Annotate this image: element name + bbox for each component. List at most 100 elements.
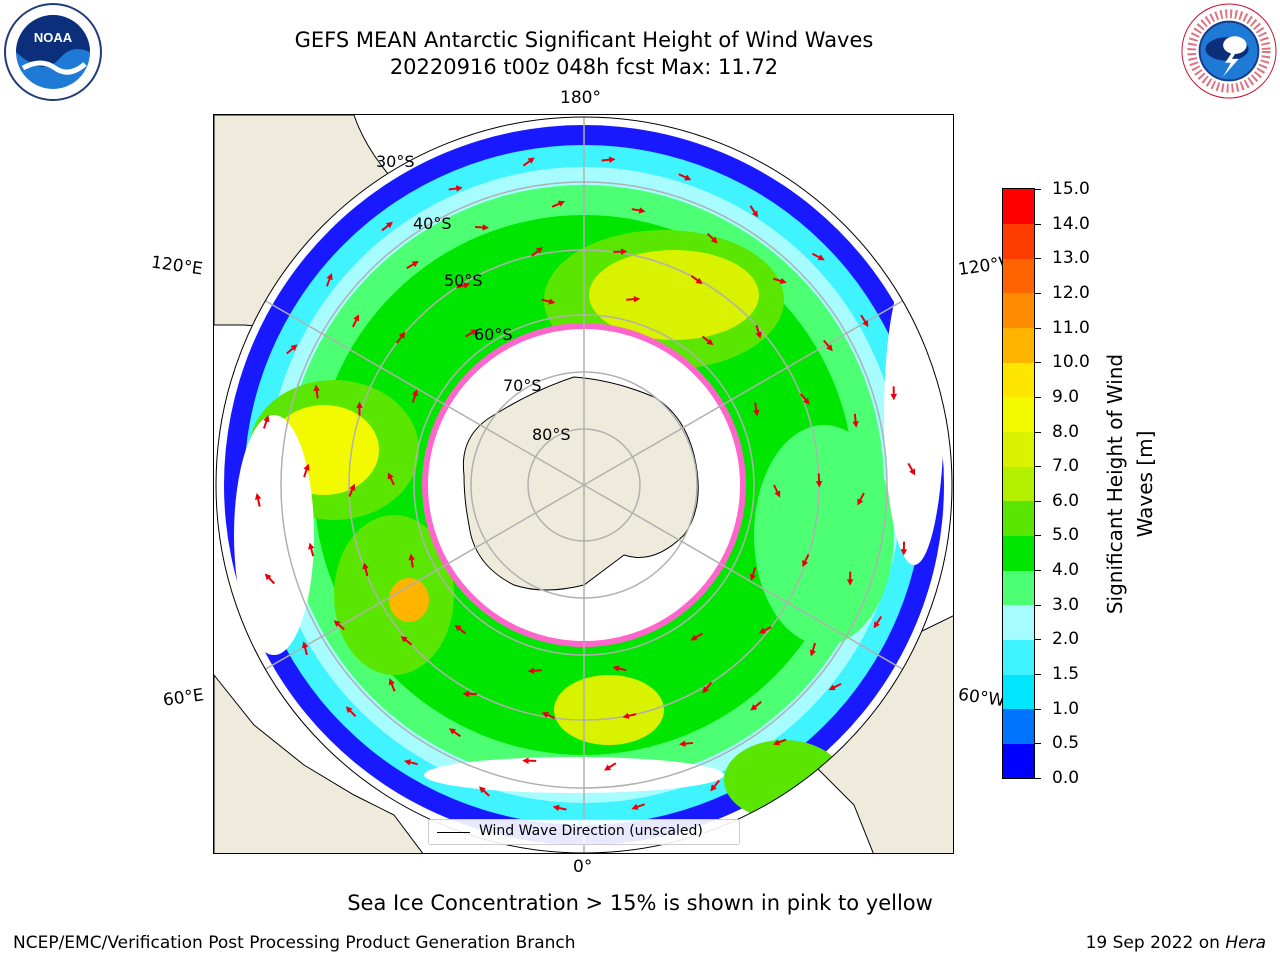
colorbar-tick-mark [1035,674,1041,676]
wind-arrow-head [690,634,698,641]
colorbar-label-line2: Waves [m] [1133,430,1157,538]
sea-ice-note: Sea Ice Concentration > 15% is shown in … [347,891,933,915]
map-panel [213,114,954,854]
wind-arrow-head [385,221,393,229]
wind-arrow-head [612,665,620,672]
colorbar-tick-label: 8.0 [1052,421,1080,442]
colorbar-segment [1003,674,1034,710]
footer-host: Hera [1225,933,1266,953]
wind-arrow-head [308,542,315,550]
wind-arrow-head [411,261,419,268]
chart-subtitle: 20220916 t00z 048h fcst Max: 11.72 [389,55,779,79]
colorbar-segment [1003,604,1034,640]
wind-arrow-head [448,728,456,735]
map-legend: Wind Wave Direction (unscaled) [428,819,740,845]
lon-label-120e: 120°E [149,252,204,280]
wind-arrow-head [254,492,262,500]
wind-arrow-head [900,549,908,556]
legend-label: Wind Wave Direction (unscaled) [479,823,703,839]
colorbar-tick-label: 14.0 [1052,213,1090,234]
colorbar-segment [1003,570,1034,606]
colorbar-tick-label: 4.0 [1052,560,1080,581]
wind-arrow-head [263,415,270,423]
wind-arrow-head [828,684,836,691]
colorbar-tick-label: 13.0 [1052,248,1090,269]
wind-arrow-head [774,490,781,498]
wind-arrow-head [706,338,714,346]
wind-arrow-head [463,282,471,289]
wind-arrow-head [862,319,869,328]
colorbar-tick-mark [1035,258,1041,260]
wind-arrow-head [631,803,639,810]
wind-arrow-head [362,562,369,570]
wind-arrow-head [857,498,864,506]
wind-arrow-head [909,468,916,476]
lon-label-180: 180° [560,88,601,108]
colorbar-tick-label: 5.0 [1052,525,1080,546]
wind-arrow-head [388,678,395,686]
colorbar-tick-mark [1035,362,1041,364]
colorbar-segment [1003,292,1034,329]
wind-arrow-head [620,248,628,255]
wind-arrow-head [758,627,766,634]
colorbar-tick-label: 1.0 [1052,698,1080,719]
wind-arrow-head [353,314,360,322]
wind-arrow-head [548,298,556,305]
wind-arrow-head [470,329,478,336]
colorbar-tick-label: 2.0 [1052,629,1080,650]
lon-label-0: 0° [573,857,593,877]
wave-height-field [216,117,952,853]
nws-logo [1181,3,1277,99]
colorbar-label-line1: Significant Height of Wind [1103,353,1127,615]
lat-label-80s: 80°S [532,425,571,444]
wind-arrow-head [751,210,759,218]
noaa-logo-text: NOAA [34,30,73,45]
wind-arrow-head [755,331,762,339]
lon-label-60w: 60°W [956,684,1007,712]
wind-arrow-head [749,573,757,581]
wind-arrow-head [809,649,816,657]
colorbar-tick-mark [1035,396,1041,398]
colorbar-tick-mark [1035,431,1041,433]
wind-arrow-head [802,559,809,568]
colorbar-tick-label: 3.0 [1052,594,1080,615]
colorbar-segment [1003,708,1034,744]
colorbar-segment [1003,639,1034,675]
colorbar-tick-label: 11.0 [1052,317,1090,338]
wind-arrow-head [803,397,810,405]
colorbar-label: Significant Height of Wind Waves [m] [1100,314,1160,654]
wind-arrow-head [400,635,408,643]
colorbar-tick-mark [1035,708,1041,710]
colorbar-tick-label: 10.0 [1052,352,1090,373]
footer-date-text: 19 Sep 2022 on [1085,933,1220,953]
colorbar-tick-mark [1035,743,1041,745]
wind-arrow-head [535,247,543,254]
colorbar-segment [1003,327,1034,363]
colorbar-segment [1003,535,1034,571]
colorbar-segment [1003,466,1034,502]
wind-arrow-head [890,393,897,401]
wind-arrow-head [387,472,394,480]
wind-arrow-head [264,573,272,581]
wind-arrow-head [826,344,833,352]
colorbar-segment [1003,189,1034,225]
lat-label-30s: 30°S [376,152,415,171]
wind-arrow-head [522,757,529,764]
wind-arrow-head [817,254,825,261]
wind-arrow-head [527,667,535,675]
wind-arrow-head [710,784,717,792]
footer-credit: NCEP/EMC/Verification Post Processing Pr… [13,933,576,953]
colorbar-tick-label: 0.5 [1052,733,1080,754]
colorbar-tick-mark [1035,292,1041,294]
noaa-logo: NOAA [4,3,102,101]
wind-arrow-head [604,764,612,771]
wind-arrow-head [333,620,341,627]
colorbar-tick-mark [1035,570,1041,572]
wind-arrow-head [462,690,470,698]
colorbar-tick-mark [1035,223,1041,225]
wind-arrow-head [772,739,781,746]
colorbar-segment [1003,743,1034,779]
polar-map [214,115,953,853]
wind-arrow-head [622,712,630,719]
wind-arrow-head [408,553,415,561]
